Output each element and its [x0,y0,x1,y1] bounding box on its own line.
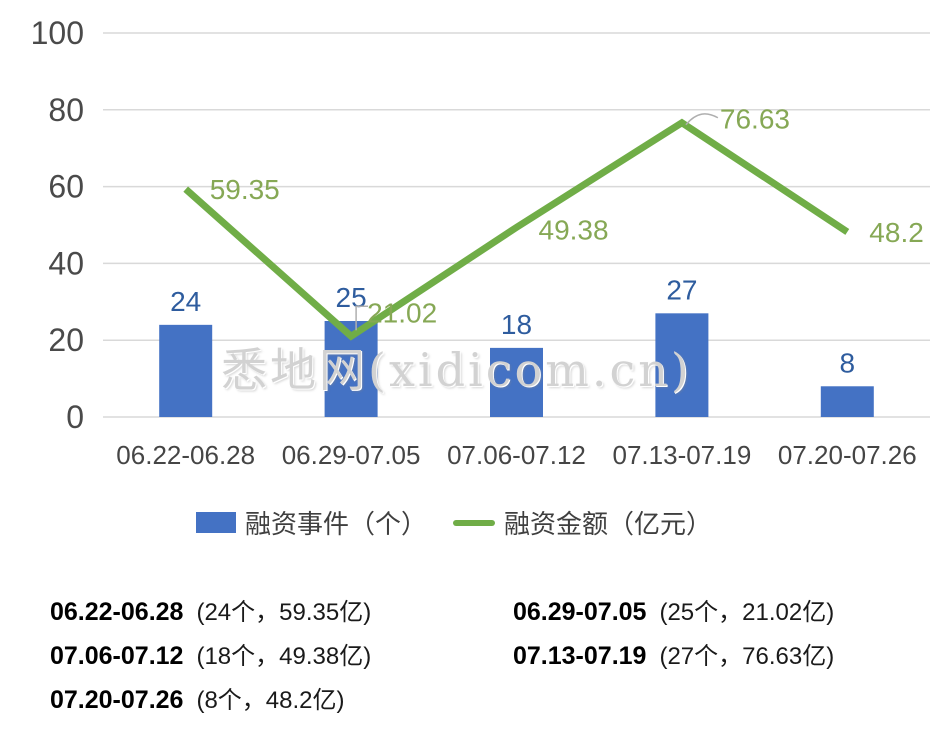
x-axis-label: 07.06-07.12 [447,440,586,470]
bar [655,313,709,417]
summary-date: 07.06-07.12 [50,642,184,670]
line-value-label: 49.38 [539,214,609,245]
summary-date: 07.20-07.26 [50,686,184,714]
summary-date: 06.22-06.28 [50,598,184,626]
summary-row: 06.22-06.28 (24个，59.35亿) [50,598,513,626]
line-series-swatch-icon [453,519,496,526]
bar-value-label: 25 [336,282,367,313]
line-value-label: 76.63 [720,104,790,135]
legend-label-line-series: 融资金额（亿元） [504,509,713,539]
summary-detail: (24个，59.35亿) [196,599,372,626]
bar [490,347,543,417]
bar-value-label: 27 [666,274,697,305]
legend-item-line-series: 融资金额（亿元） [453,504,712,541]
summary-row: 07.13-07.19 (27个，76.63亿) [513,642,835,670]
bar-value-label: 24 [170,286,201,317]
amount-line [183,118,850,341]
chart-legend: 融资事件（个） 融资金额（亿元） [196,504,712,541]
x-axis-label: 06.22-06.28 [116,440,255,470]
x-axis-label: 07.13-07.19 [613,440,752,470]
y-tick-label: 0 [66,399,84,435]
label-leader-line [355,305,369,331]
y-tick-label: 20 [48,322,84,358]
x-axis-label: 07.20-07.26 [778,440,917,470]
financing-combo-chart: 0 20 40 60 80 100 24 25 18 27 8 59.35 21.02 49.38 76.6… [31,15,930,470]
summary-detail: (18个，49.38亿) [196,643,372,670]
bar [159,324,213,417]
bar [820,386,874,417]
bar-value-label: 18 [501,309,532,340]
line-value-label: 59.35 [210,174,280,205]
summary-detail: (27个，76.63亿) [659,643,835,670]
label-leader-line [685,113,719,126]
y-tick-label: 40 [48,245,84,281]
bar-series-swatch-icon [196,512,236,533]
legend-item-bar-series: 融资事件（个） [196,504,427,541]
summary-row: 07.20-07.26 (8个，48.2亿) [50,686,513,714]
legend-label-bar-series: 融资事件（个） [245,509,428,539]
y-tick-label: 80 [48,92,84,128]
y-tick-label: 60 [48,169,84,205]
summary-date: 06.29-07.05 [513,598,647,626]
line-value-label: 21.02 [367,297,437,328]
x-axis-label: 06.29-07.05 [282,440,421,470]
summary-detail: (25个，21.02亿) [659,599,835,626]
summary-row: 06.29-07.05 (25个，21.02亿) [513,598,835,626]
weekly-summary-list: 06.22-06.28 (24个，59.35亿) 06.29-07.05 (25个，… [50,598,835,714]
summary-detail: (8个，48.2亿) [196,687,345,714]
line-value-label: 48.2 [869,217,924,248]
summary-row: 07.06-07.12 (18个，49.38亿) [50,642,513,670]
summary-date: 07.13-07.19 [513,642,647,670]
bar-value-label: 8 [840,347,856,378]
y-tick-label: 100 [31,15,84,51]
